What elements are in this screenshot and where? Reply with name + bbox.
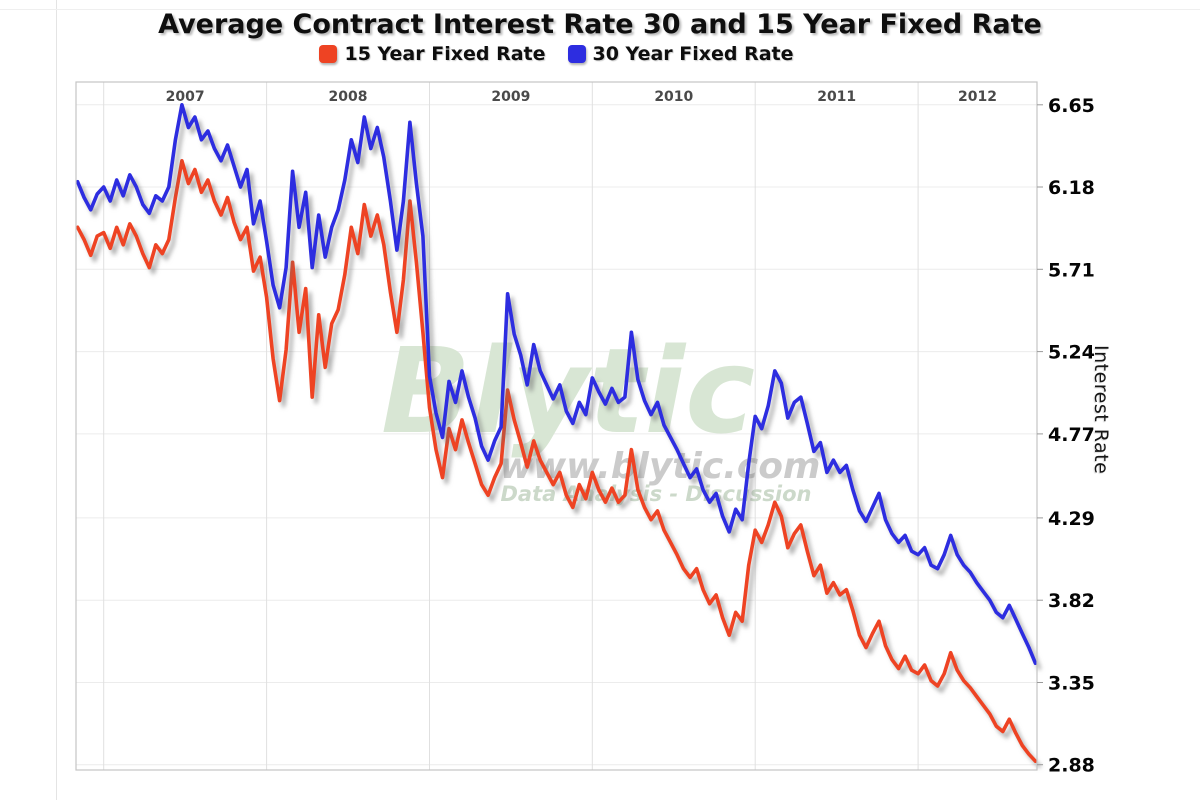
x-tick-label: 2012 (958, 89, 997, 105)
y-tick-label: 3.82 (1048, 590, 1095, 612)
chart-title: Average Contract Interest Rate 30 and 15… (158, 9, 1042, 40)
plot-border (75, 81, 1038, 771)
x-tick-label: 2011 (817, 89, 856, 105)
page-left-divider (56, 0, 57, 800)
y-tick-label: 4.77 (1048, 424, 1095, 446)
page-top-divider (0, 9, 1200, 10)
series-line-15yr (75, 159, 1038, 764)
y-tick-label: 6.65 (1048, 95, 1095, 117)
y-tick-label: 3.35 (1048, 673, 1095, 695)
y-tick-label: 6.18 (1048, 177, 1095, 199)
watermark-brand: Blytic (381, 322, 755, 460)
watermark-tagline: Data Analysis - Discussion (500, 482, 811, 506)
watermark-url: www.blytic.com (500, 446, 821, 487)
legend-swatch-30yr-icon (567, 45, 586, 63)
legend-item-30yr: 30 Year Fixed Rate (567, 43, 794, 65)
x-tick-label: 2010 (654, 89, 693, 105)
x-tick-label: 2008 (329, 89, 368, 105)
y-tick-label: 5.24 (1048, 342, 1095, 364)
y-tick-label: 4.29 (1048, 508, 1095, 530)
y-tick-label: 2.88 (1048, 755, 1095, 777)
y-axis-title: Interest Rate (1090, 345, 1112, 475)
legend-label-30yr: 30 Year Fixed Rate (592, 43, 794, 65)
legend-item-15yr: 15 Year Fixed Rate (319, 43, 546, 65)
chart-legend: 15 Year Fixed Rate 30 Year Fixed Rate (76, 43, 1037, 65)
legend-swatch-15yr-icon (319, 45, 338, 63)
x-tick-label: 2007 (166, 89, 205, 105)
x-tick-label: 2009 (491, 89, 530, 105)
y-tick-label: 5.71 (1048, 259, 1095, 281)
series-line-30yr (75, 103, 1038, 666)
legend-label-15yr: 15 Year Fixed Rate (344, 43, 546, 65)
